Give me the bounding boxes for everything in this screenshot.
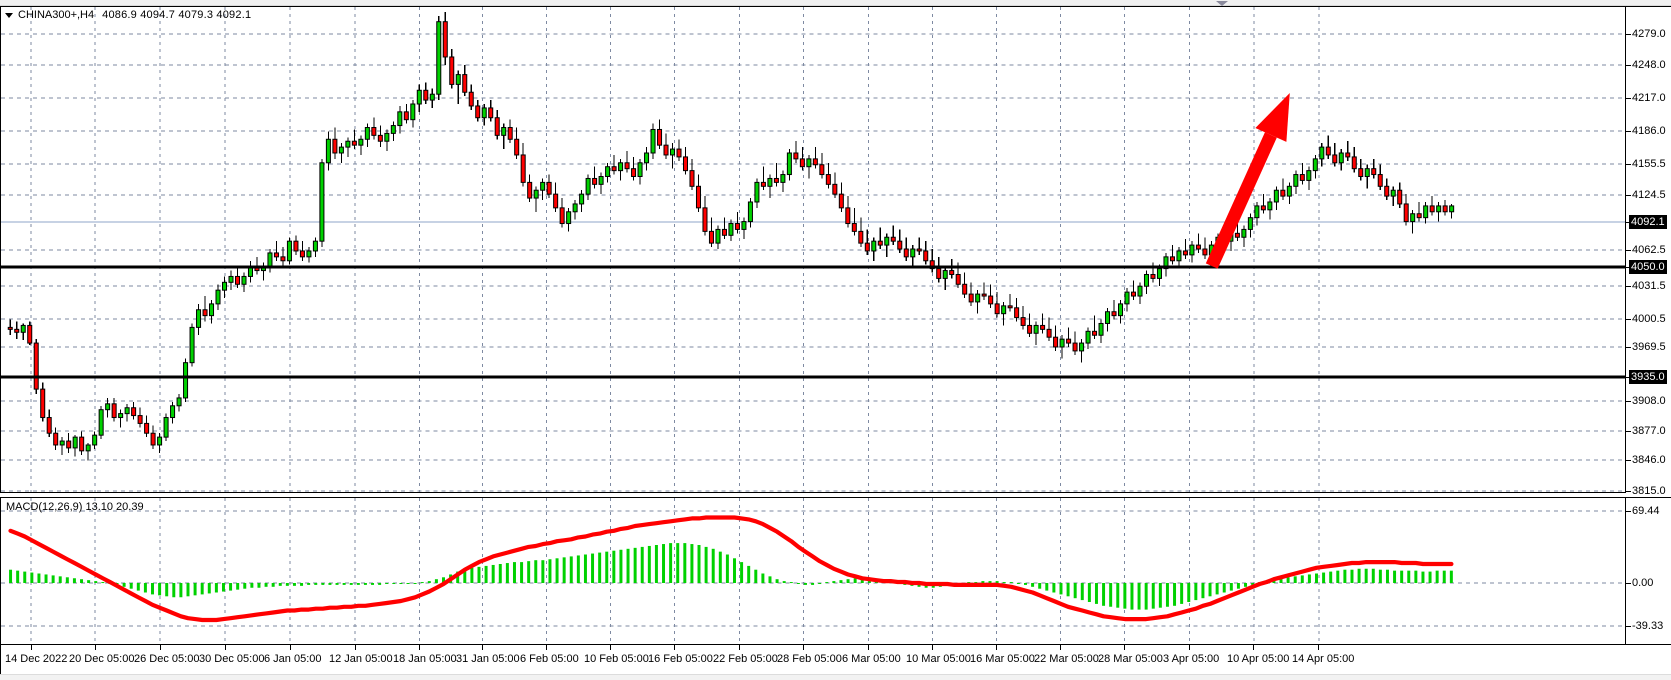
time-axis-label: 10 Apr 05:00 [1227,653,1290,665]
time-axis-label: 26 Dec 05:00 [134,653,200,665]
price-axis-tick [1626,98,1631,99]
time-axis-tick [160,645,161,650]
macd-axis-label: 69.44 [1632,505,1660,517]
price-axis[interactable]: 4279.0 4248.0 4217.0 4186.0 4155.5 4124.5 4092… [1625,6,1671,497]
time-axis-label: 22 Mar 05:00 [1034,653,1099,665]
time-axis-label: 14 Apr 05:00 [1292,653,1355,665]
window-bottom-strip [0,674,1671,680]
price-axis-label: 3877.0 [1632,425,1666,437]
macd-axis-tick [1626,626,1631,627]
time-axis-label: 6 Mar 05:00 [842,653,901,665]
price-axis-tick [1626,267,1631,268]
price-chart-pane[interactable]: CHINA300+,H4 4086.9 4094.7 4079.3 4092.1 [0,6,1625,493]
time-axis-tick [95,645,96,650]
price-axis-tick [1626,34,1631,35]
time-axis-tick [1060,645,1061,650]
time-axis-tick [803,645,804,650]
price-axis-tick [1626,319,1631,320]
time-axis-tick [225,645,226,650]
price-axis-label: 3815.0 [1632,485,1666,497]
time-axis-label: 31 Jan 05:00 [456,653,520,665]
macd-axis-tick [1626,583,1631,584]
price-axis-label: 4186.0 [1632,125,1666,137]
price-axis-label-highlight: 4050.0 [1629,260,1667,274]
time-axis-tick [1189,645,1190,650]
price-axis-tick [1626,377,1631,378]
time-axis-tick [1124,645,1125,650]
time-axis-tick [674,645,675,650]
macd-indicator-label: MACD(12,26,9) 13.10 20.39 [6,501,144,513]
macd-axis-label: -39.33 [1632,620,1664,632]
time-axis-tick [739,645,740,650]
price-axis-tick [1626,401,1631,402]
price-axis-label: 4248.0 [1632,59,1666,71]
price-axis-label: 4062.5 [1632,244,1666,256]
price-axis-tick [1626,195,1631,196]
time-axis-tick [546,645,547,650]
symbol-label: CHINA300+,H4 [18,9,95,21]
time-axis-label: 10 Mar 05:00 [906,653,971,665]
time-axis-tick [1318,645,1319,650]
time-axis-label: 28 Mar 05:00 [1098,653,1163,665]
time-axis-label: 12 Jan 05:00 [329,653,393,665]
price-axis-tick [1626,222,1631,223]
price-axis-tick [1626,286,1631,287]
time-axis-label: 22 Feb 05:00 [713,653,778,665]
price-axis-tick [1626,431,1631,432]
price-axis-label: 3969.5 [1632,341,1666,353]
time-axis-tick [610,645,611,650]
price-axis-tick [1626,491,1631,492]
price-chart-canvas [1,7,1625,492]
time-axis-tick [355,645,356,650]
time-axis-label: 14 Dec 2022 [5,653,68,665]
price-axis-label: 3908.0 [1632,395,1666,407]
price-axis-tick [1626,131,1631,132]
macd-axis-tick [1626,511,1631,512]
time-axis-label: 10 Feb 05:00 [584,653,649,665]
chevron-down-icon[interactable] [5,12,13,18]
price-axis-tick [1626,65,1631,66]
time-axis-label: 6 Jan 05:00 [264,653,322,665]
price-axis-tick [1626,164,1631,165]
price-axis-tick [1626,460,1631,461]
time-axis-tick [290,645,291,650]
time-axis-tick [932,645,933,650]
time-axis-label: 16 Mar 05:00 [970,653,1035,665]
macd-axis-label: 0.00 [1632,577,1654,589]
price-axis-tick [1626,250,1631,251]
price-axis-tick [1626,347,1631,348]
price-axis-label-highlight: 4092.1 [1629,215,1667,229]
time-axis-label: 30 Dec 05:00 [199,653,265,665]
time-axis-label: 16 Feb 05:00 [648,653,713,665]
time-axis-tick [419,645,420,650]
time-axis-tick [1253,645,1254,650]
window-top-strip [0,0,1671,6]
bullish-trend-arrow [1205,93,1290,269]
time-axis-tick [996,645,997,650]
pane-splitter-handle[interactable] [1216,0,1230,6]
macd-indicator-pane[interactable]: MACD(12,26,9) 13.10 20.39 [0,497,1625,645]
time-axis-tick [482,645,483,650]
time-axis-label: 28 Feb 05:00 [777,653,842,665]
price-axis-label: 4217.0 [1632,92,1666,104]
price-axis-label: 4279.0 [1632,28,1666,40]
price-axis-label: 4124.5 [1632,189,1666,201]
time-axis-tick [868,645,869,650]
price-axis-label: 4031.5 [1632,280,1666,292]
symbol-info-bar: CHINA300+,H4 4086.9 4094.7 4079.3 4092.1 [5,9,251,21]
time-axis-label: 3 Apr 05:00 [1163,653,1220,665]
price-axis-label: 3846.0 [1632,454,1666,466]
time-axis-label: 6 Feb 05:00 [520,653,579,665]
price-axis-label-highlight: 3935.0 [1629,370,1667,384]
time-axis-label: 18 Jan 05:00 [393,653,457,665]
time-axis-label: 20 Dec 05:00 [69,653,135,665]
price-axis-label: 4155.5 [1632,158,1666,170]
time-axis-tick [31,645,32,650]
macd-value-axis[interactable]: 69.44 0.00 -39.33 [1625,497,1671,645]
chevron-down-icon [1216,1,1228,6]
macd-chart-canvas [1,498,1625,644]
ohlc-values: 4086.9 4094.7 4079.3 4092.1 [102,9,252,21]
price-axis-label: 4000.5 [1632,313,1666,325]
